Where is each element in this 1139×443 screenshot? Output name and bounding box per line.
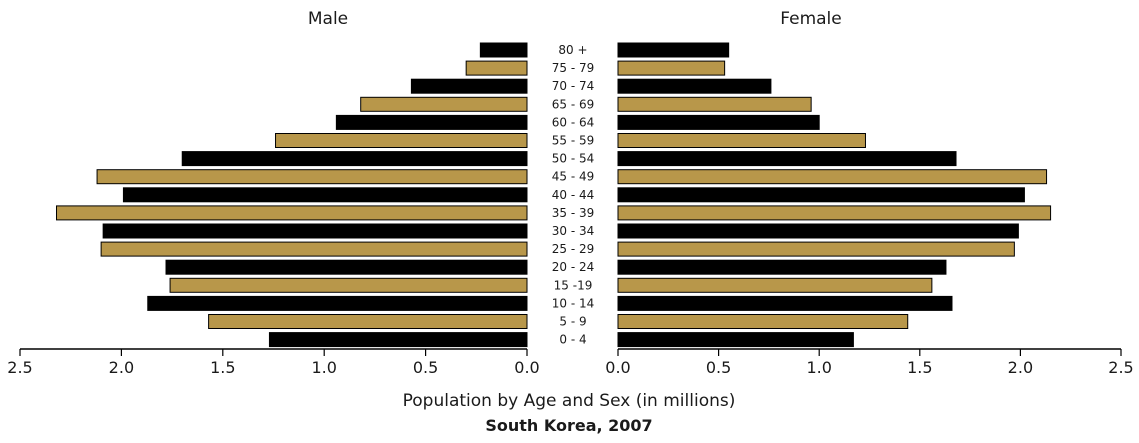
age-label-16: 0 - 4 — [559, 333, 586, 347]
bar-male-4 — [335, 114, 528, 130]
bar-female-10 — [617, 223, 1019, 239]
female-tick-label-4: 2.0 — [1008, 358, 1033, 377]
bar-male-6 — [181, 151, 528, 167]
bars-group — [56, 42, 1052, 348]
female-tick-label-2: 1.0 — [806, 358, 831, 377]
age-label-9: 35 - 39 — [552, 206, 595, 220]
age-label-2: 70 - 74 — [552, 79, 595, 93]
age-label-8: 40 - 44 — [552, 188, 595, 202]
female-panel-title: Female — [780, 9, 841, 29]
bar-male-16 — [268, 332, 528, 348]
male-tick-label-2: 1.0 — [311, 358, 336, 377]
male-tick-label-5: 2.5 — [7, 358, 32, 377]
female-tick-label-5: 2.5 — [1108, 358, 1133, 377]
bar-male-13 — [169, 277, 528, 293]
bar-male-8 — [122, 187, 528, 203]
male-tick-label-4: 2.0 — [109, 358, 134, 377]
bar-male-2 — [410, 78, 528, 94]
male-tick-label-3: 1.5 — [210, 358, 235, 377]
age-label-10: 30 - 34 — [552, 224, 595, 238]
age-label-6: 50 - 54 — [552, 152, 595, 166]
age-label-11: 25 - 29 — [552, 242, 595, 256]
bar-female-9 — [617, 205, 1052, 221]
female-tick-label-1: 0.5 — [706, 358, 731, 377]
bar-male-14 — [147, 295, 528, 311]
age-label-15: 5 - 9 — [559, 315, 586, 329]
male-tick-label-1: 0.5 — [413, 358, 438, 377]
bar-female-4 — [617, 114, 820, 130]
x-axis-label: Population by Age and Sex (in millions) — [403, 391, 736, 411]
female-tick-label-3: 1.5 — [907, 358, 932, 377]
chart-subtitle: South Korea, 2007 — [485, 416, 652, 435]
bar-female-8 — [617, 187, 1025, 203]
bar-male-12 — [165, 259, 528, 275]
bar-female-16 — [617, 332, 854, 348]
bar-male-3 — [360, 96, 528, 112]
bar-female-5 — [617, 133, 866, 148]
bar-male-7 — [96, 169, 528, 185]
age-label-3: 65 - 69 — [552, 97, 595, 111]
age-label-0: 80 + — [558, 43, 587, 57]
bar-female-0 — [617, 42, 730, 58]
male-panel-title: Male — [308, 9, 348, 29]
bar-male-10 — [102, 223, 528, 239]
bar-male-15 — [208, 314, 528, 329]
female-tick-label-0: 0.0 — [605, 358, 630, 377]
bar-female-2 — [617, 78, 772, 94]
age-label-14: 10 - 14 — [552, 296, 595, 310]
bar-female-14 — [617, 295, 953, 311]
age-labels-group: 80 + 75 - 79 70 - 74 65 - 69 60 - 64 55 - 59 5… — [552, 43, 595, 347]
bar-female-3 — [617, 96, 812, 112]
bar-male-9 — [56, 205, 528, 221]
age-label-5: 55 - 59 — [552, 134, 595, 148]
bar-female-13 — [617, 277, 933, 293]
age-label-1: 75 - 79 — [552, 61, 595, 75]
age-label-7: 45 - 49 — [552, 170, 595, 184]
bar-female-6 — [617, 151, 957, 167]
bar-female-1 — [617, 60, 726, 76]
bar-female-12 — [617, 259, 947, 275]
bar-male-0 — [479, 42, 528, 58]
male-tick-label-0: 0.0 — [514, 358, 539, 377]
age-label-13: 15 -19 — [554, 278, 593, 292]
bar-female-7 — [617, 169, 1048, 185]
age-label-12: 20 - 24 — [552, 260, 595, 274]
bar-male-11 — [100, 241, 528, 257]
axes-group: 0.0 0.0 0.5 0.5 1.0 1.0 1.5 1.5 2.0 2.0 2.5 2.5 — [7, 348, 1134, 377]
bar-female-11 — [617, 241, 1015, 257]
bar-female-15 — [617, 314, 909, 329]
bar-male-5 — [275, 133, 528, 148]
age-label-4: 60 - 64 — [552, 115, 595, 129]
bar-male-1 — [465, 60, 528, 76]
